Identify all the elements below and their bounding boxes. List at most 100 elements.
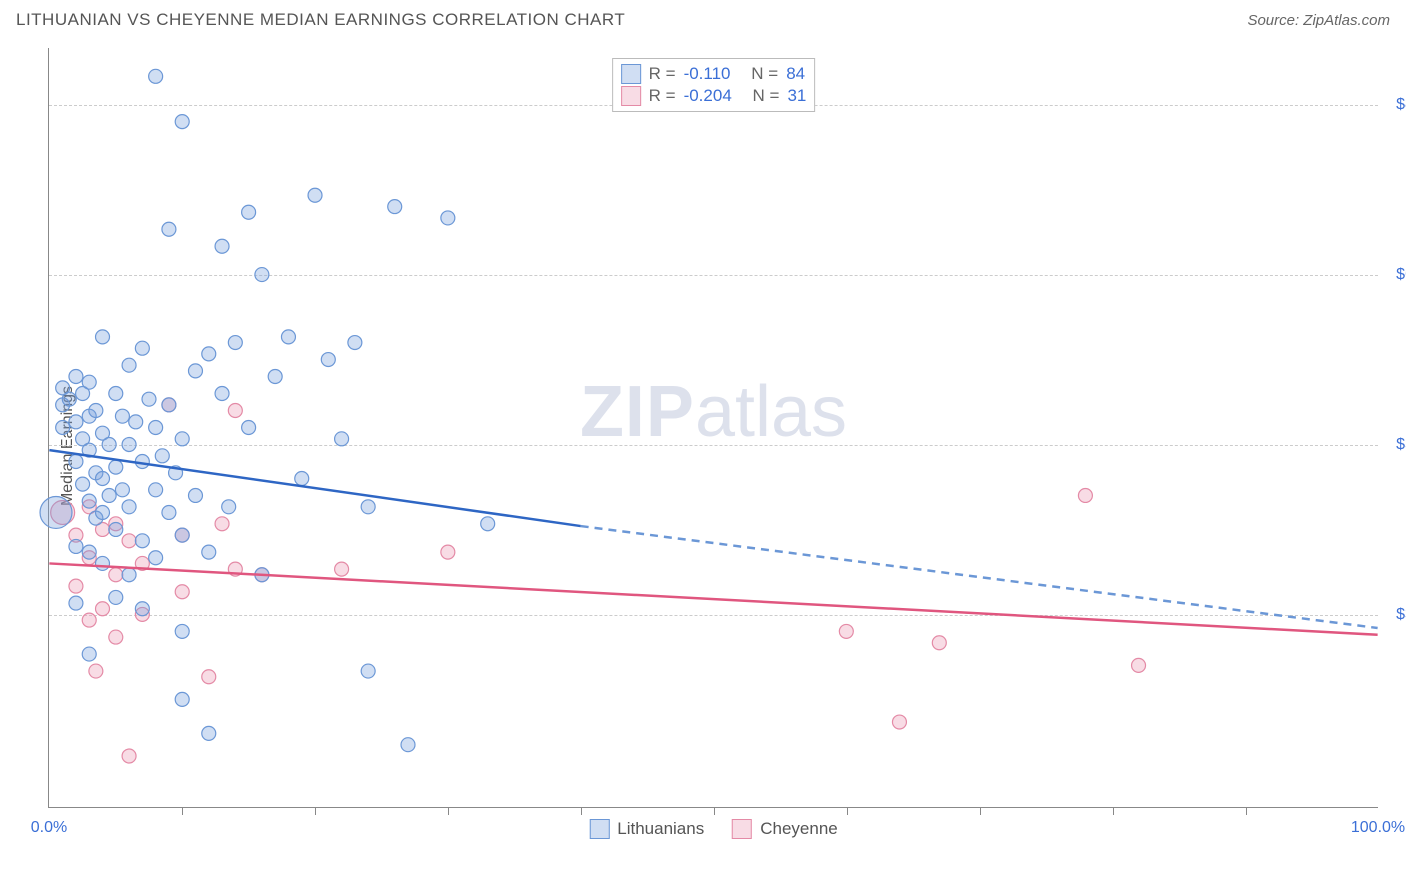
lithuanians-point <box>82 494 96 508</box>
lithuanians-point <box>82 545 96 559</box>
lithuanians-point <box>122 568 136 582</box>
lithuanians-point <box>441 211 455 225</box>
y-tick-label: $65,000 <box>1396 266 1406 284</box>
x-tick <box>980 807 981 815</box>
x-axis-min-label: 0.0% <box>31 819 67 837</box>
legend-item-lithuanians: Lithuanians <box>589 819 704 839</box>
lithuanians-point <box>69 596 83 610</box>
lithuanians-point <box>69 454 83 468</box>
lithuanians-point <box>335 432 349 446</box>
lithuanians-point <box>40 496 72 528</box>
lithuanians-point <box>96 556 110 570</box>
lithuanians-point <box>175 115 189 129</box>
x-tick <box>182 807 183 815</box>
lithuanians-point <box>162 505 176 519</box>
lithuanians-point <box>215 387 229 401</box>
y-tick-label: $35,000 <box>1396 606 1406 624</box>
x-tick <box>847 807 848 815</box>
lithuanians-point <box>115 409 129 423</box>
lithuanians-point <box>202 726 216 740</box>
lithuanians-point <box>96 471 110 485</box>
cheyenne-point <box>202 670 216 684</box>
x-tick <box>581 807 582 815</box>
lithuanians-point <box>361 500 375 514</box>
chart-plot-area: ZIPatlas $35,000$50,000$65,000$80,000 0.… <box>48 48 1378 808</box>
cheyenne-point <box>175 585 189 599</box>
cheyenne-point <box>122 534 136 548</box>
lithuanians-point <box>129 415 143 429</box>
lithuanians-point <box>115 483 129 497</box>
cheyenne-point <box>1078 488 1092 502</box>
cheyenne-point <box>69 579 83 593</box>
lithuanians-point <box>102 438 116 452</box>
cheyenne-point <box>82 613 96 627</box>
lithuanians-point <box>242 421 256 435</box>
lithuanians-point <box>162 222 176 236</box>
cheyenne-point <box>96 602 110 616</box>
lithuanians-point <box>122 358 136 372</box>
lithuanians-point <box>109 522 123 536</box>
lithuanians-point <box>149 483 163 497</box>
lithuanians-point <box>69 415 83 429</box>
lithuanians-point <box>481 517 495 531</box>
lithuanians-point <box>109 590 123 604</box>
lithuanians-point <box>109 387 123 401</box>
cheyenne-point <box>228 404 242 418</box>
lithuanians-point <box>149 551 163 565</box>
lithuanians-point <box>281 330 295 344</box>
lithuanians-point <box>268 370 282 384</box>
lithuanians-point <box>89 404 103 418</box>
y-tick-label: $50,000 <box>1396 436 1406 454</box>
lithuanians-point <box>308 188 322 202</box>
cheyenne-point <box>1132 658 1146 672</box>
lithuanians-point <box>69 539 83 553</box>
x-tick <box>1246 807 1247 815</box>
cheyenne-point <box>215 517 229 531</box>
swatch-lithuanians <box>589 819 609 839</box>
lithuanians-point <box>215 239 229 253</box>
series-legend: Lithuanians Cheyenne <box>589 819 837 839</box>
cheyenne-regression <box>49 563 1377 634</box>
lithuanians-point <box>96 330 110 344</box>
lithuanians-point <box>96 505 110 519</box>
cheyenne-point <box>109 568 123 582</box>
lithuanians-point <box>295 471 309 485</box>
lithuanians-point <box>82 647 96 661</box>
lithuanians-point <box>162 398 176 412</box>
lithuanians-point <box>149 421 163 435</box>
lithuanians-point <box>56 421 70 435</box>
cheyenne-point <box>122 749 136 763</box>
lithuanians-point <box>122 438 136 452</box>
lithuanians-point <box>202 545 216 559</box>
swatch-lithuanians <box>621 64 641 84</box>
lithuanians-point <box>142 392 156 406</box>
lithuanians-point <box>202 347 216 361</box>
lithuanians-point <box>135 602 149 616</box>
lithuanians-point <box>388 200 402 214</box>
lithuanians-point <box>135 341 149 355</box>
chart-title: LITHUANIAN VS CHEYENNE MEDIAN EARNINGS C… <box>16 10 625 30</box>
cheyenne-point <box>839 624 853 638</box>
lithuanians-point <box>76 477 90 491</box>
lithuanians-point <box>175 692 189 706</box>
lithuanians-point <box>122 500 136 514</box>
cheyenne-point <box>441 545 455 559</box>
lithuanians-point <box>82 375 96 389</box>
swatch-cheyenne <box>732 819 752 839</box>
lithuanians-point <box>69 370 83 384</box>
lithuanians-point <box>149 69 163 83</box>
legend-row-cheyenne: R = -0.204 N = 31 <box>621 85 807 107</box>
x-tick <box>1113 807 1114 815</box>
lithuanians-point <box>102 488 116 502</box>
legend-item-cheyenne: Cheyenne <box>732 819 838 839</box>
correlation-legend: R = -0.110 N = 84 R = -0.204 N = 31 <box>612 58 816 112</box>
cheyenne-point <box>109 630 123 644</box>
legend-row-lithuanians: R = -0.110 N = 84 <box>621 63 807 85</box>
cheyenne-point <box>335 562 349 576</box>
lithuanians-point <box>175 624 189 638</box>
lithuanians-point <box>361 664 375 678</box>
cheyenne-point <box>89 664 103 678</box>
lithuanians-point <box>109 460 123 474</box>
lithuanians-point <box>242 205 256 219</box>
cheyenne-point <box>892 715 906 729</box>
